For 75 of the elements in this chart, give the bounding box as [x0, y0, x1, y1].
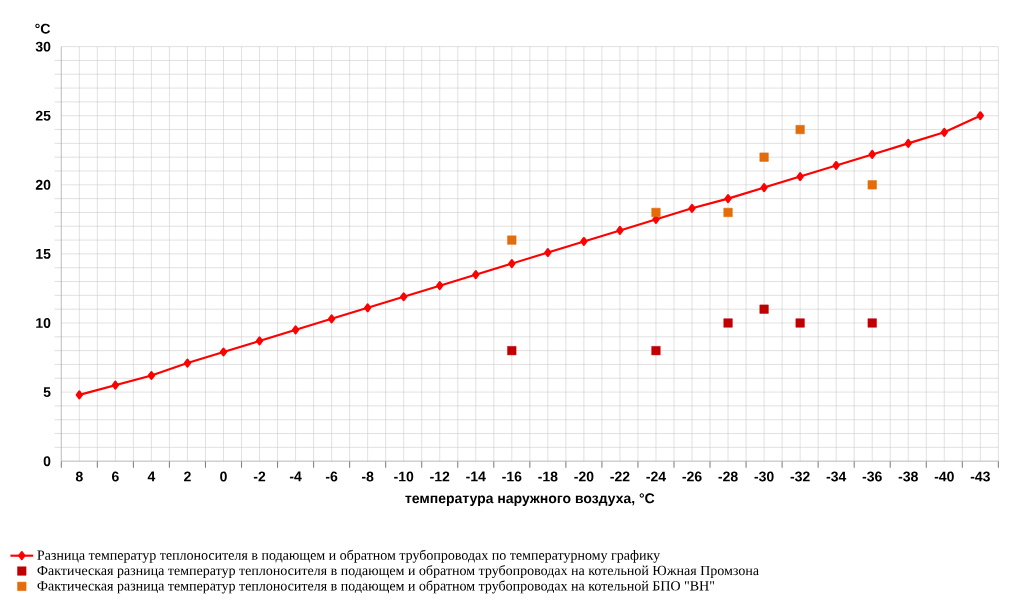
- point: [75, 390, 83, 400]
- point: [759, 304, 769, 314]
- legend-label: Разница температур теплоносителя в подающем и обратном трубопроводах по температурному графику: [37, 549, 661, 563]
- point: [795, 124, 805, 135]
- y-tick-label: 30: [35, 41, 51, 52]
- x-tick-label: -12: [430, 471, 450, 482]
- point: [219, 347, 228, 357]
- legend-label: Фактическая разница температур теплоносителя в подающем и обратном трубопроводах на котельной Южная Промзона: [37, 564, 759, 578]
- point: [940, 127, 948, 137]
- x-tick-label: 4: [147, 471, 156, 482]
- point: [868, 149, 876, 159]
- x-tick-label: -4: [289, 471, 302, 482]
- y-tick-label: 10: [36, 317, 51, 328]
- point: [544, 247, 552, 257]
- point: [616, 225, 624, 235]
- point: [832, 160, 840, 170]
- point: [688, 203, 696, 213]
- point: [867, 318, 877, 328]
- point: [507, 346, 517, 356]
- point: [436, 281, 444, 291]
- point: [363, 303, 372, 313]
- point: [651, 346, 661, 356]
- x-tick-label: -10: [394, 471, 414, 482]
- x-tick-label: 8: [75, 471, 83, 482]
- x-tick-label: -14: [466, 471, 486, 482]
- point: [724, 194, 732, 204]
- point: [111, 380, 120, 390]
- point: [723, 207, 733, 217]
- x-axis-title: температура наружного воздуха, °С: [405, 493, 655, 506]
- x-tick-label: -24: [646, 471, 666, 482]
- x-tick-label: -32: [790, 471, 810, 482]
- x-tick-label: 6: [111, 471, 119, 482]
- y-tick-label: 0: [43, 456, 51, 467]
- point: [400, 292, 408, 302]
- x-tick-label: -6: [325, 471, 338, 482]
- x-tick-label: 0: [220, 471, 227, 482]
- point: [759, 152, 769, 162]
- point: [651, 207, 661, 217]
- x-tick-label: -18: [538, 471, 558, 482]
- y-tick-label: 15: [36, 248, 51, 259]
- x-tick-label: -34: [826, 471, 847, 482]
- y-axis-title: °C: [35, 23, 51, 34]
- point: [255, 336, 264, 346]
- x-tick-label: -28: [718, 471, 738, 482]
- x-tick-label: -30: [754, 471, 774, 482]
- point: [580, 236, 588, 246]
- x-tick-label: -43: [970, 471, 990, 482]
- x-tick-label: -40: [934, 471, 954, 482]
- x-tick-label: -2: [253, 471, 266, 482]
- x-tick-label: -16: [502, 471, 522, 482]
- point: [723, 318, 733, 328]
- point: [508, 258, 516, 269]
- point: [291, 325, 300, 335]
- x-tick-label: -20: [574, 471, 594, 482]
- point: [327, 314, 336, 324]
- point: [795, 318, 805, 328]
- point: [183, 358, 192, 368]
- point: [904, 138, 912, 148]
- x-tick-label: -36: [862, 471, 882, 482]
- x-tick-label: -26: [682, 471, 702, 482]
- y-tick-label: 25: [35, 110, 51, 121]
- x-tick-label: -8: [361, 471, 374, 482]
- y-tick-label: 20: [35, 179, 51, 190]
- point: [796, 171, 804, 181]
- legend-label: Фактическая разница температур теплоносителя в подающем и обратном трубопроводах на котельной БПО "ВН": [37, 580, 715, 594]
- y-tick-label: 5: [43, 387, 51, 397]
- x-tick-label: -22: [610, 471, 630, 482]
- x-tick-label: 2: [184, 471, 191, 482]
- point: [867, 180, 877, 190]
- point: [147, 370, 156, 380]
- point: [976, 111, 984, 121]
- point: [472, 270, 480, 280]
- point: [507, 235, 517, 245]
- point: [760, 182, 768, 193]
- x-tick-label: -38: [898, 471, 918, 482]
